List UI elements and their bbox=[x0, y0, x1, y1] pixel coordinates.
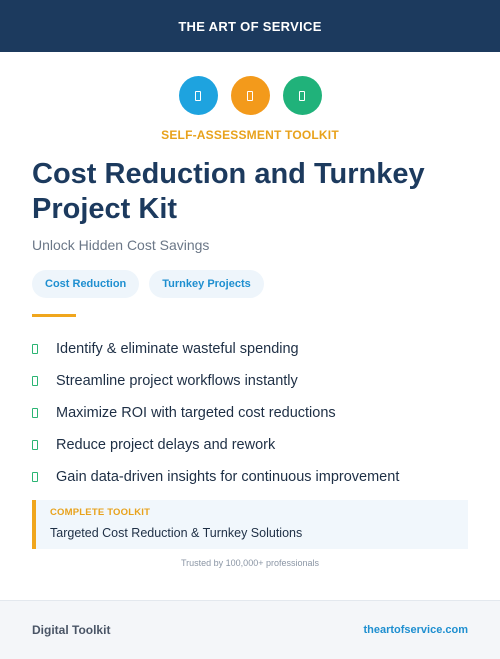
benefit-text: Reduce project delays and rework bbox=[56, 437, 276, 453]
document-icon bbox=[230, 76, 270, 115]
list-item: Maximize ROI with targeted cost reductio… bbox=[32, 397, 399, 429]
benefit-text: Gain data-driven insights for continuous… bbox=[56, 469, 400, 485]
footer-label: Digital Toolkit bbox=[32, 623, 111, 637]
check-icon bbox=[32, 472, 38, 482]
footer: Digital Toolkit theartofservice.com bbox=[0, 600, 500, 659]
list-item: Reduce project delays and rework bbox=[32, 429, 399, 461]
icon-row bbox=[0, 76, 500, 115]
tag-turnkey-projects: Turnkey Projects bbox=[149, 270, 264, 298]
document-icon bbox=[282, 76, 322, 115]
callout-label: COMPLETE TOOLKIT bbox=[50, 507, 151, 518]
trust-note: Trusted by 100,000+ professionals bbox=[180, 558, 319, 568]
accent-divider bbox=[32, 314, 76, 317]
benefit-text: Identify & eliminate wasteful spending bbox=[56, 341, 299, 357]
benefit-list: Identify & eliminate wasteful spending S… bbox=[32, 333, 399, 493]
toolkit-callout: COMPLETE TOOLKIT Targeted Cost Reduction… bbox=[32, 500, 468, 549]
benefit-text: Maximize ROI with targeted cost reductio… bbox=[56, 405, 336, 421]
list-item: Streamline project workflows instantly bbox=[32, 365, 399, 397]
benefit-text: Streamline project workflows instantly bbox=[56, 373, 298, 389]
list-item: Gain data-driven insights for continuous… bbox=[32, 461, 399, 493]
check-icon bbox=[32, 408, 38, 418]
check-icon bbox=[32, 376, 38, 386]
subtitle: Unlock Hidden Cost Savings bbox=[32, 237, 210, 253]
document-icon bbox=[178, 76, 218, 115]
tag-list: Cost Reduction Turnkey Projects bbox=[32, 270, 264, 298]
callout-text: Targeted Cost Reduction & Turnkey Soluti… bbox=[50, 526, 303, 540]
list-item: Identify & eliminate wasteful spending bbox=[32, 333, 399, 365]
tag-cost-reduction: Cost Reduction bbox=[32, 270, 140, 298]
check-icon bbox=[32, 440, 38, 450]
page-title: Cost Reduction and Turnkey Project Kit bbox=[32, 158, 425, 225]
header-bar: THE ART OF SERVICE bbox=[0, 0, 500, 52]
check-icon bbox=[32, 344, 38, 354]
kicker-label: SELF-ASSESSMENT TOOLKIT bbox=[161, 128, 339, 142]
brand-name: THE ART OF SERVICE bbox=[178, 18, 322, 34]
website-link[interactable]: theartofservice.com bbox=[363, 624, 468, 636]
